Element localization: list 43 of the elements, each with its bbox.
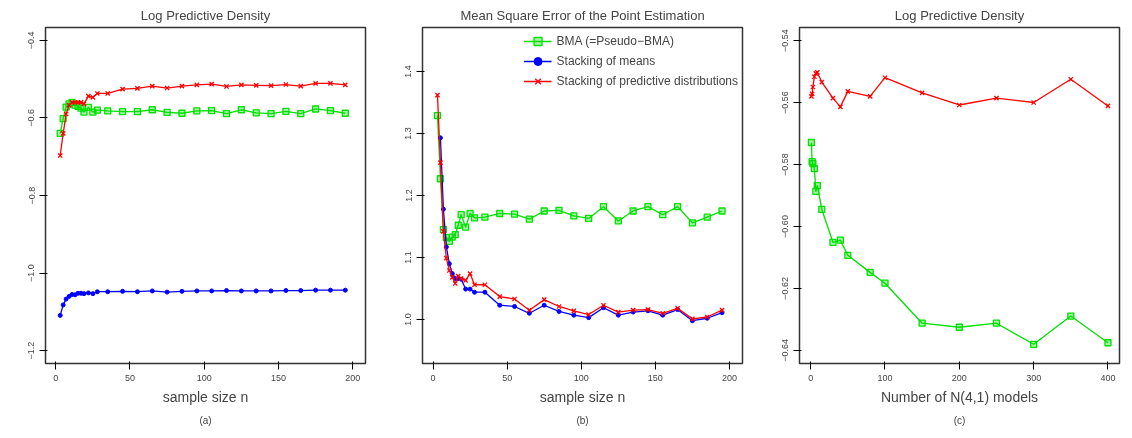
x-tick-label: 200 [951, 372, 967, 383]
x-tick-label: 200 [345, 372, 361, 383]
x-tick-label: 0 [430, 372, 436, 383]
y-tick-label: −1.0 [26, 264, 37, 282]
y-tick-label: −0.4 [26, 31, 37, 50]
y-tick-label: 1.1 [403, 251, 414, 264]
x-axis-title: sample size n [162, 388, 249, 405]
y-tick-label: −0.54 [780, 29, 791, 52]
y-tick-label: 1.4 [403, 65, 414, 78]
text: (b) [576, 414, 589, 426]
text: (a) [199, 414, 212, 426]
y-tick-label: 1.3 [403, 127, 414, 140]
chart-title: Mean Square Error of the Point Estimation [460, 7, 705, 23]
text: (c) [953, 414, 966, 426]
chart-title: Log Predictive Density [140, 7, 271, 23]
x-tick-label: 0 [53, 372, 59, 383]
x-tick-label: 100 [877, 372, 893, 383]
y-tick-label: −0.8 [26, 186, 37, 205]
x-tick-label: 150 [270, 372, 287, 383]
chart-title: Log Predictive Density [894, 7, 1025, 23]
y-tick-label: −0.6 [26, 109, 37, 127]
x-tick-label: 100 [196, 372, 212, 383]
x-tick-label: 150 [647, 372, 663, 383]
x-tick-label: 0 [808, 372, 814, 383]
x-tick-label: 300 [1026, 372, 1042, 383]
y-tick-label: 1.2 [403, 189, 414, 202]
x-tick-label: 50 [124, 372, 135, 383]
x-axis-title: Number of N(4,1) models [880, 388, 1039, 405]
y-tick-label: 1.0 [403, 313, 414, 326]
x-tick-label: 400 [1100, 372, 1116, 383]
y-tick-label: −0.60 [780, 215, 791, 238]
y-tick-label: −0.56 [780, 91, 791, 114]
x-axis-title: sample size n [539, 388, 626, 405]
legend-label: BMA (=Pseudo−BMA) [556, 34, 674, 48]
x-tick-label: 100 [573, 372, 589, 383]
y-tick-label: −0.58 [780, 153, 791, 176]
x-tick-label: 50 [502, 372, 513, 383]
y-tick-label: −0.64 [780, 339, 791, 362]
legend-label: Stacking of predictive distributions [556, 74, 738, 88]
y-tick-label: −1.2 [26, 341, 37, 360]
y-tick-label: −0.62 [780, 277, 791, 300]
x-tick-label: 200 [721, 372, 737, 383]
legend-label: Stacking of means [556, 54, 656, 68]
